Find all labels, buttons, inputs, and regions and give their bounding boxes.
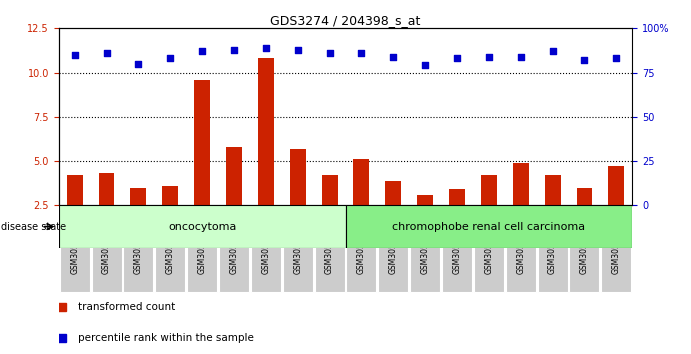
Bar (251, 209, 281, 292)
Text: GSM305104: GSM305104 (421, 227, 430, 274)
Point (483, 54, 494, 59)
Text: GSM305101: GSM305101 (357, 227, 366, 274)
Bar (410, 209, 440, 292)
Text: GSM305102: GSM305102 (134, 227, 143, 274)
Text: GSM305111: GSM305111 (261, 227, 270, 274)
Bar (67, 175, 83, 250)
Point (388, 54, 399, 59)
Text: GSM305115: GSM305115 (325, 227, 334, 274)
Bar (354, 159, 370, 250)
Text: GSM305108: GSM305108 (516, 227, 525, 274)
Bar (386, 181, 401, 250)
Text: percentile rank within the sample: percentile rank within the sample (77, 333, 254, 343)
Bar (59, 205, 346, 248)
Point (611, 56, 622, 61)
Point (229, 47, 240, 52)
Point (164, 56, 176, 61)
Bar (608, 166, 624, 250)
Bar (538, 209, 567, 292)
Bar (219, 209, 249, 292)
Text: GSM305116: GSM305116 (612, 227, 621, 274)
Bar (99, 173, 115, 250)
Bar (321, 175, 337, 250)
Text: oncocytoma: oncocytoma (168, 222, 236, 232)
Text: disease state: disease state (1, 222, 66, 232)
Point (324, 50, 335, 56)
Text: chromophobe renal cell carcinoma: chromophobe renal cell carcinoma (392, 222, 585, 232)
Bar (91, 209, 122, 292)
Point (515, 54, 527, 59)
Text: GSM305105: GSM305105 (453, 227, 462, 274)
Point (547, 48, 558, 54)
Point (356, 50, 367, 56)
Bar (124, 209, 153, 292)
Bar (155, 209, 185, 292)
Bar (131, 188, 146, 250)
Bar (449, 189, 465, 250)
Text: GSM305114: GSM305114 (580, 227, 589, 274)
Point (292, 47, 303, 52)
Bar (59, 209, 90, 292)
Bar (417, 195, 433, 250)
Point (69, 52, 80, 58)
Text: GSM305110: GSM305110 (229, 227, 238, 274)
Bar (194, 80, 210, 250)
Bar (576, 188, 592, 250)
Bar (346, 209, 377, 292)
Text: GSM305109: GSM305109 (198, 227, 207, 274)
Point (133, 61, 144, 67)
Text: transformed count: transformed count (77, 302, 175, 312)
Bar (569, 209, 600, 292)
Point (451, 56, 462, 61)
Bar (481, 175, 497, 250)
Text: GSM305100: GSM305100 (102, 227, 111, 274)
Text: GSM305106: GSM305106 (484, 227, 493, 274)
Point (261, 45, 272, 51)
Title: GDS3274 / 204398_s_at: GDS3274 / 204398_s_at (270, 14, 421, 27)
Bar (187, 209, 217, 292)
Text: GSM305107: GSM305107 (166, 227, 175, 274)
Text: GSM305112: GSM305112 (293, 227, 302, 274)
Text: GSM305099: GSM305099 (70, 227, 79, 274)
Point (196, 48, 207, 54)
Bar (474, 209, 504, 292)
Bar (258, 58, 274, 250)
Bar (314, 209, 345, 292)
Text: GSM305103: GSM305103 (389, 227, 398, 274)
Bar (378, 209, 408, 292)
Bar (283, 209, 313, 292)
Bar (346, 205, 632, 248)
Bar (442, 209, 472, 292)
Bar (601, 209, 632, 292)
Bar (290, 149, 305, 250)
Point (101, 50, 112, 56)
Bar (513, 163, 529, 250)
Bar (162, 186, 178, 250)
Text: GSM305113: GSM305113 (548, 227, 557, 274)
Bar (226, 147, 242, 250)
Point (579, 57, 590, 63)
Point (419, 63, 430, 68)
Bar (506, 209, 536, 292)
Bar (545, 175, 560, 250)
